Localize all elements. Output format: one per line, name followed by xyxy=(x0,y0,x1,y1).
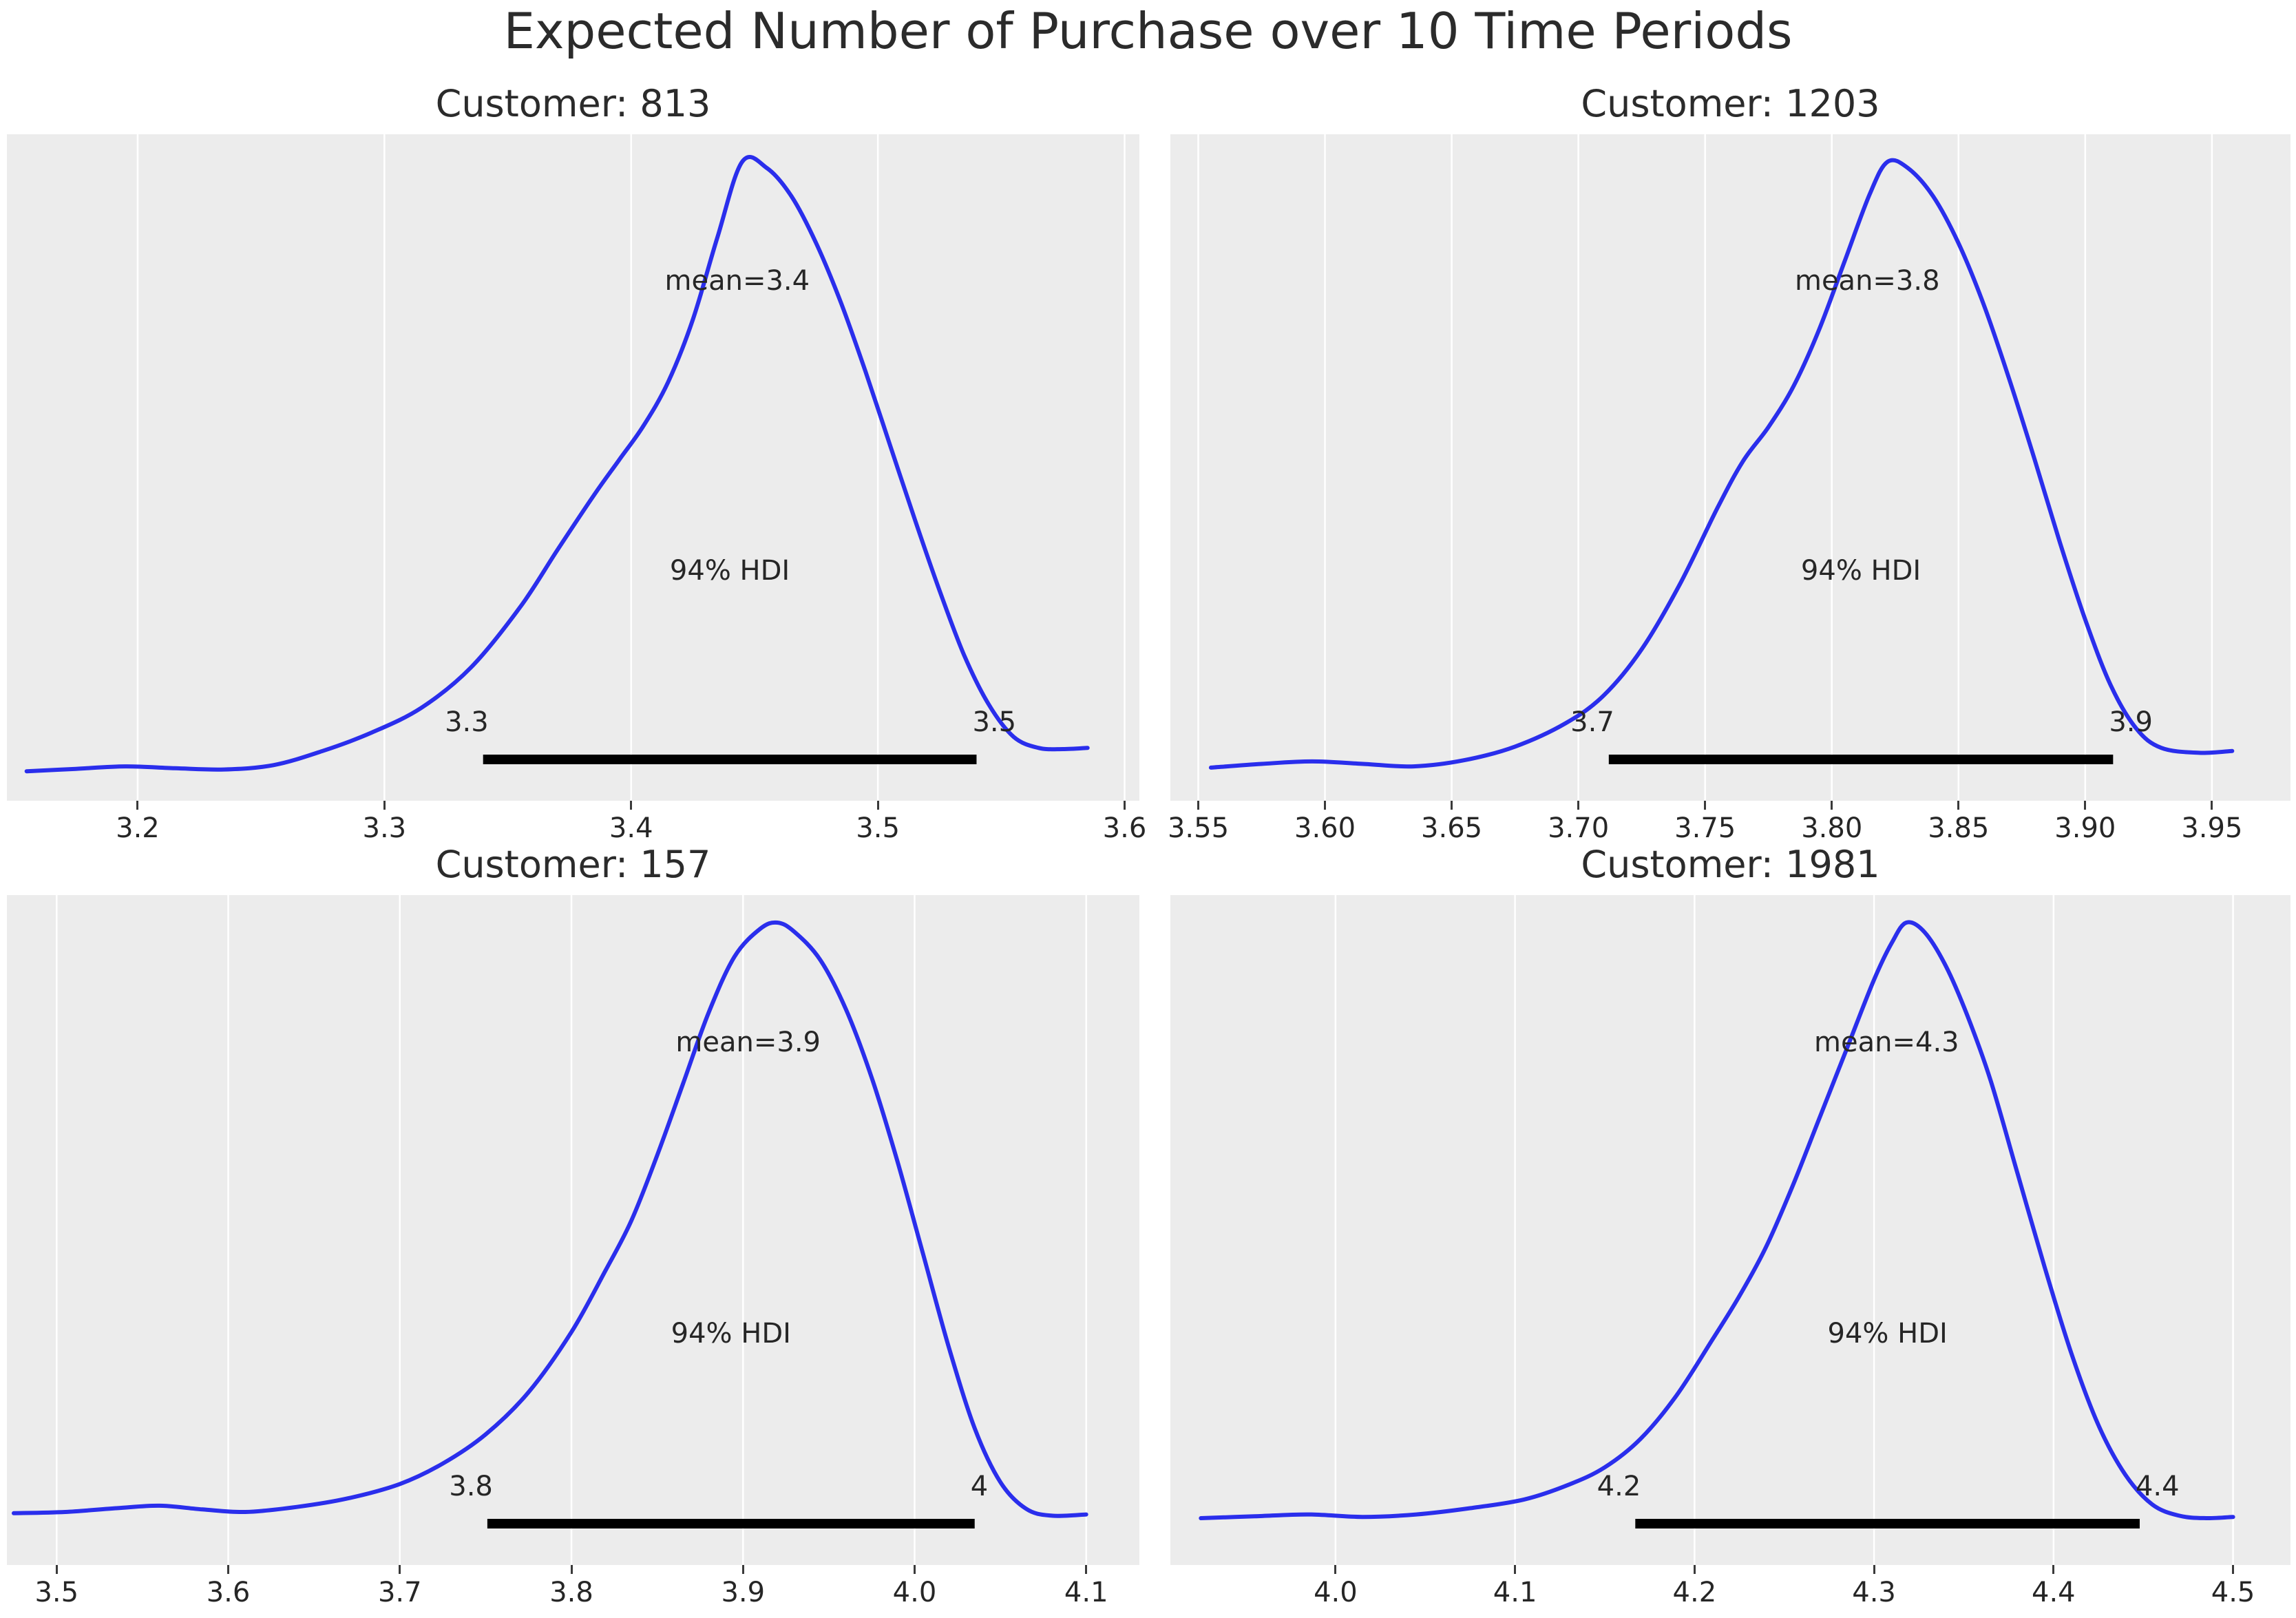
x-tick xyxy=(913,1565,916,1574)
x-tick xyxy=(383,801,386,810)
x-tick-label: 3.5 xyxy=(856,812,900,844)
x-tick-label: 4.3 xyxy=(1852,1577,1896,1608)
x-tick-label: 3.7 xyxy=(377,1577,422,1608)
x-tick-label: 3.2 xyxy=(116,812,160,844)
x-tick xyxy=(1577,801,1580,810)
x-tick xyxy=(1831,801,1833,810)
x-tick-label: 4.4 xyxy=(2032,1577,2076,1608)
subplot-customer-1981: Customer: 1981 mean=4.3 94% HDI 4.2 4.4 4.0… xyxy=(1170,844,2290,1618)
kde-curve xyxy=(1199,920,2235,1521)
x-tick-label: 3.65 xyxy=(1421,812,1483,844)
x-tick-label: 3.8 xyxy=(549,1577,593,1608)
x-tick xyxy=(136,801,139,810)
x-tick xyxy=(1324,801,1327,810)
subplot-title: Customer: 1981 xyxy=(1581,843,1880,886)
subplot-title: Customer: 157 xyxy=(435,843,711,886)
subplot-title: Customer: 813 xyxy=(435,82,711,125)
x-tick xyxy=(1085,1565,1088,1574)
x-tick-label: 4.0 xyxy=(892,1577,937,1608)
x-tick xyxy=(1957,801,1960,810)
axes-panel: mean=3.4 94% HDI 3.3 3.5 xyxy=(7,134,1139,801)
x-tick xyxy=(399,1565,401,1574)
x-tick-label: 3.75 xyxy=(1674,812,1736,844)
x-tick xyxy=(227,1565,230,1574)
x-tick xyxy=(1451,801,1453,810)
x-tick xyxy=(876,801,879,810)
x-tick xyxy=(1197,801,1199,810)
kde-plot-canvas xyxy=(1199,895,2235,1565)
x-tick-label: 3.9 xyxy=(721,1577,766,1608)
subplot-customer-157: Customer: 157 mean=3.9 94% HDI 3.8 4 3.5 3.6… xyxy=(7,844,1139,1618)
axes-panel: mean=3.8 94% HDI 3.7 3.9 xyxy=(1170,134,2290,801)
kde-curve xyxy=(12,920,1088,1518)
x-tick xyxy=(1123,801,1126,810)
x-tick-label: 3.80 xyxy=(1801,812,1863,844)
axes-panel: mean=4.3 94% HDI 4.2 4.4 xyxy=(1170,895,2290,1565)
x-tick xyxy=(741,1565,744,1574)
x-tick-label: 3.55 xyxy=(1167,812,1230,844)
x-tick-label: 3.85 xyxy=(1928,812,1990,844)
x-tick xyxy=(2052,1565,2055,1574)
x-tick xyxy=(1704,801,1707,810)
x-tick-label: 4.2 xyxy=(1672,1577,1717,1608)
x-tick-label: 3.4 xyxy=(609,812,653,844)
x-tick xyxy=(2232,1565,2235,1574)
x-tick-label: 3.3 xyxy=(362,812,407,844)
kde-curve xyxy=(24,155,1090,774)
kde-plot-canvas xyxy=(24,134,1126,801)
x-tick-label: 3.60 xyxy=(1294,812,1356,844)
x-tick xyxy=(55,1565,58,1574)
kde-plot-canvas xyxy=(12,895,1088,1565)
kde-curve xyxy=(1208,158,2235,770)
x-tick xyxy=(1873,1565,1875,1574)
x-tick xyxy=(1334,1565,1337,1574)
x-tick-label: 4.0 xyxy=(1314,1577,1358,1608)
x-tick-label: 3.70 xyxy=(1548,812,1610,844)
x-tick-label: 4.5 xyxy=(2211,1577,2255,1608)
x-tick xyxy=(630,801,633,810)
subplot-title: Customer: 1203 xyxy=(1581,82,1880,125)
axes-panel: mean=3.9 94% HDI 3.8 4 xyxy=(7,895,1139,1565)
x-tick-label: 3.6 xyxy=(206,1577,251,1608)
kde-plot-canvas xyxy=(1197,134,2235,801)
subplot-customer-813: Customer: 813 mean=3.4 94% HDI 3.3 3.5 3.2 3… xyxy=(7,83,1146,854)
x-tick xyxy=(570,1565,573,1574)
x-tick xyxy=(2084,801,2087,810)
x-tick xyxy=(1693,1565,1696,1574)
x-tick xyxy=(1514,1565,1517,1574)
subplot-customer-1203: Customer: 1203 mean=3.8 94% HDI 3.7 3.9 3.5… xyxy=(1168,83,2290,854)
figure-title: Expected Number of Purchase over 10 Time… xyxy=(503,2,1793,60)
x-tick-label: 3.90 xyxy=(2054,812,2116,844)
x-tick-label: 3.6 xyxy=(1102,812,1147,844)
x-tick-label: 3.95 xyxy=(2181,812,2243,844)
x-tick-label: 3.5 xyxy=(34,1577,79,1608)
x-tick-label: 4.1 xyxy=(1493,1577,1537,1608)
x-tick xyxy=(2211,801,2213,810)
x-tick-label: 4.1 xyxy=(1064,1577,1108,1608)
